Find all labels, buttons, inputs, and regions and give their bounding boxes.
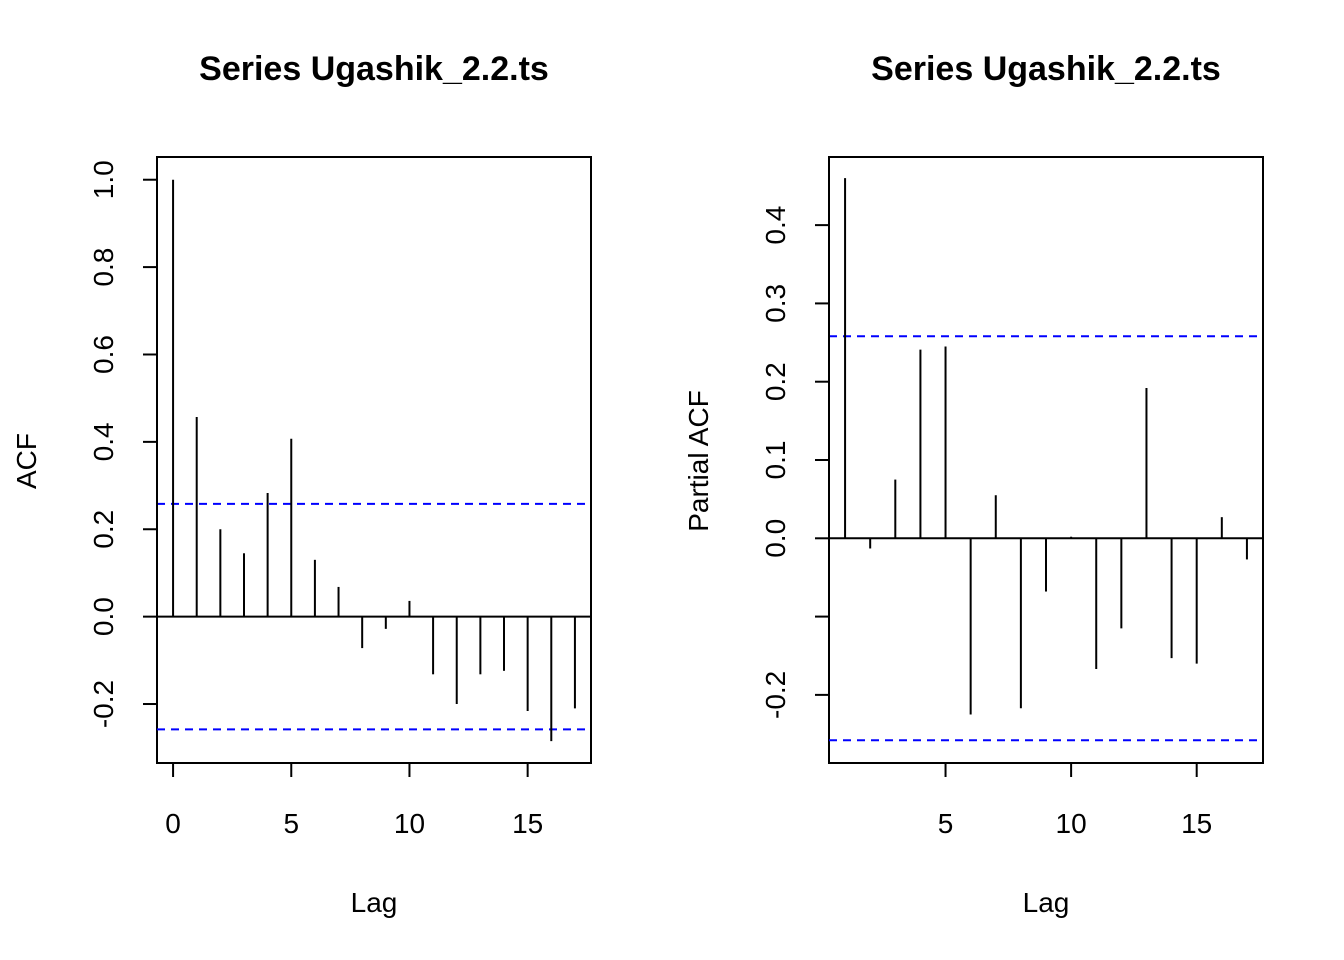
pacf-plot-frame: [828, 156, 1264, 764]
acf-confidence-bands: [157, 502, 591, 731]
pacf-x-tick-label: 15: [1181, 808, 1212, 839]
acf-y-tick-label: 0.0: [88, 597, 119, 636]
pacf-panel: Series Ugashik_2.2.ts Lag Partial ACF 5 1…: [683, 50, 1264, 918]
acf-x-tick-label: 5: [283, 808, 299, 839]
pacf-y-axis: -0.2 0.0 0.1 0.2 0.3 0.4: [760, 206, 830, 719]
acf-plot-frame: [156, 156, 592, 764]
pacf-x-axis-label: Lag: [1023, 887, 1070, 918]
pacf-x-axis: 5 10 15: [938, 762, 1212, 839]
acf-chart-title: Series Ugashik_2.2.ts: [199, 50, 549, 88]
pacf-y-tick-label: 0.1: [760, 441, 791, 480]
pacf-y-axis-label: Partial ACF: [683, 390, 714, 532]
pacf-x-tick-label: 10: [1056, 808, 1087, 839]
acf-x-tick-label: 15: [512, 808, 543, 839]
pacf-y-tick-label: 0.2: [760, 362, 791, 401]
acf-y-axis-label: ACF: [11, 433, 42, 489]
pacf-stems: [844, 178, 1248, 715]
acf-y-tick-label: 0.2: [88, 510, 119, 549]
pacf-y-tick-label: 0.4: [760, 206, 791, 245]
acf-y-axis: -0.2 0.0 0.2 0.4 0.6 0.8 1.0: [88, 160, 158, 728]
pacf-y-tick-label: 0.3: [760, 284, 791, 323]
acf-x-tick-label: 10: [394, 808, 425, 839]
acf-y-tick-label: 0.6: [88, 335, 119, 374]
acf-y-tick-label: 0.4: [88, 422, 119, 461]
pacf-y-tick-label: 0.0: [760, 519, 791, 558]
acf-x-axis: 0 5 10 15: [165, 762, 543, 839]
acf-stems: [172, 179, 576, 742]
pacf-chart-title: Series Ugashik_2.2.ts: [871, 50, 1221, 88]
acf-panel: Series Ugashik_2.2.ts Lag ACF 0 5 10 15 -0.…: [11, 50, 592, 918]
acf-x-axis-label: Lag: [351, 887, 398, 918]
acf-y-tick-label: -0.2: [88, 680, 119, 728]
pacf-y-tick-label: -0.2: [760, 671, 791, 719]
pacf-confidence-bands: [829, 335, 1263, 742]
acf-y-tick-label: 1.0: [88, 160, 119, 199]
acf-y-tick-label: 0.8: [88, 248, 119, 287]
acf-x-tick-label: 0: [165, 808, 181, 839]
pacf-x-tick-label: 5: [938, 808, 954, 839]
